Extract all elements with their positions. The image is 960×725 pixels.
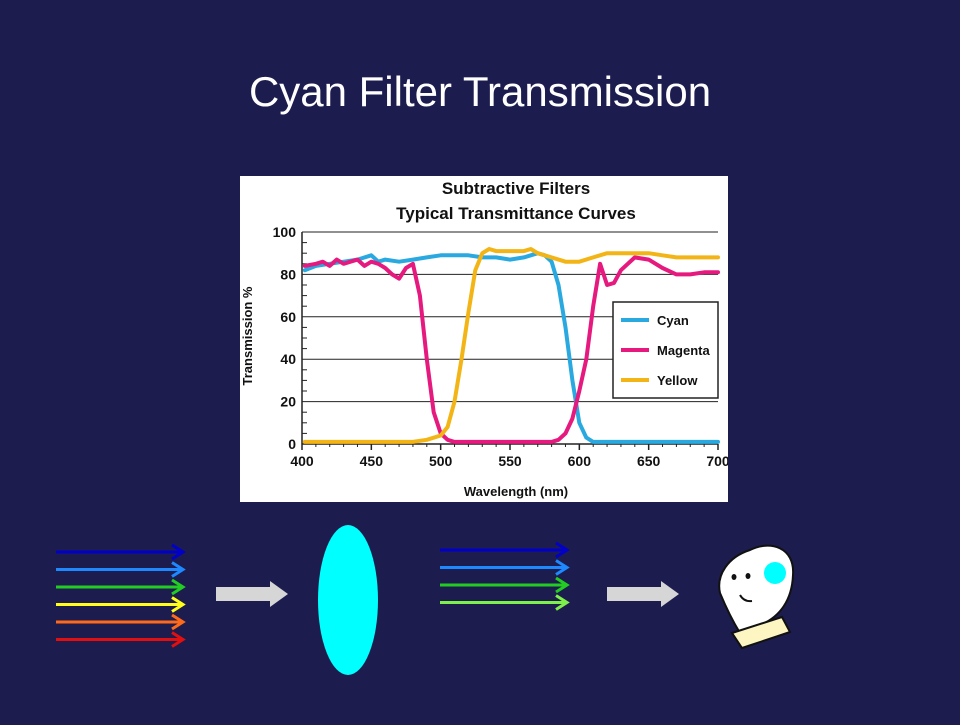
cyan-filter-lens (318, 525, 378, 675)
x-tick-label-650: 650 (637, 453, 661, 469)
chart-title: Subtractive Filters (442, 179, 590, 198)
incoming-ray-arrowhead (171, 561, 186, 578)
incoming-light-rays (56, 543, 186, 648)
x-tick-label-600: 600 (568, 453, 592, 469)
transmitted-light-rays (440, 541, 570, 611)
x-tick-label-450: 450 (360, 453, 384, 469)
legend-label-yellow: Yellow (657, 373, 698, 388)
y-axis-label: Transmission % (240, 286, 255, 385)
outgoing-ray-arrowhead (555, 576, 570, 594)
x-axis-label: Wavelength (nm) (464, 484, 568, 499)
incoming-ray-arrowhead (171, 596, 186, 613)
outgoing-ray-arrowhead (555, 541, 570, 559)
incoming-ray-arrowhead (171, 631, 186, 648)
incoming-ray-arrowhead (171, 613, 186, 631)
incoming-ray-arrowhead (171, 578, 186, 596)
y-tick-label-0: 0 (288, 436, 296, 452)
chart-svg: Subtractive Filters Typical Transmittanc… (240, 179, 728, 499)
diagram-svg (56, 525, 795, 675)
series-line-yellow (302, 247, 720, 444)
y-tick-label-40: 40 (280, 351, 296, 367)
incoming-ray-arrowhead (171, 543, 186, 561)
series-line-magenta (302, 255, 720, 444)
x-tick-label-400: 400 (290, 453, 314, 469)
x-tick-label-500: 500 (429, 453, 453, 469)
outgoing-ray-arrowhead (555, 594, 570, 611)
series-line-cyan (302, 251, 720, 444)
cyan-eye (764, 562, 786, 584)
x-tick-label-550: 550 (498, 453, 522, 469)
slide-title: Cyan Filter Transmission (248, 68, 712, 115)
transmittance-chart: Subtractive Filters Typical Transmittanc… (240, 176, 728, 502)
chart-subtitle: Typical Transmittance Curves (396, 204, 636, 223)
legend-label-cyan: Cyan (657, 313, 689, 328)
y-tick-label-100: 100 (273, 224, 297, 240)
process-arrow-1 (216, 581, 288, 607)
y-tick-label-80: 80 (280, 266, 296, 282)
viewer-face-icon (718, 544, 795, 650)
light-filter-diagram (0, 505, 960, 725)
process-arrow-2 (607, 581, 679, 607)
legend-label-magenta: Magenta (657, 343, 711, 358)
y-tick-label-60: 60 (280, 309, 296, 325)
x-tick-label-700: 700 (706, 453, 728, 469)
outgoing-ray-arrowhead (555, 559, 570, 576)
y-tick-label-20: 20 (280, 394, 296, 410)
